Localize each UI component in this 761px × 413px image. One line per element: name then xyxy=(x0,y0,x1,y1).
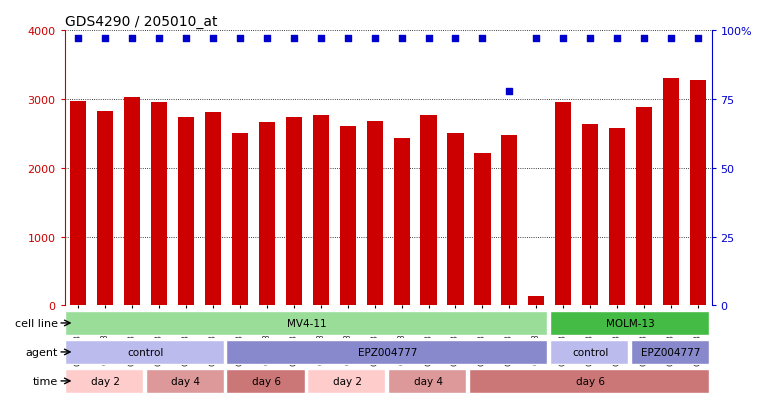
Point xyxy=(450,36,462,43)
Bar xyxy=(65,340,224,364)
Point xyxy=(396,36,408,43)
Text: day 4: day 4 xyxy=(414,376,443,386)
Point xyxy=(126,36,139,43)
Point xyxy=(99,36,111,43)
Bar xyxy=(631,340,708,364)
Bar xyxy=(227,369,304,393)
Point xyxy=(530,36,543,43)
Text: control: control xyxy=(572,347,609,357)
Text: GDS4290 / 205010_at: GDS4290 / 205010_at xyxy=(65,14,217,28)
Point xyxy=(288,36,300,43)
Bar xyxy=(367,121,383,306)
Bar xyxy=(339,126,356,306)
Bar xyxy=(528,297,544,306)
Point xyxy=(72,36,84,43)
Text: day 2: day 2 xyxy=(91,376,119,386)
Point xyxy=(207,36,219,43)
Text: cell line: cell line xyxy=(15,318,59,328)
Point xyxy=(692,36,704,43)
Bar xyxy=(663,78,679,306)
Point xyxy=(476,36,489,43)
Point xyxy=(261,36,273,43)
Bar xyxy=(232,134,248,306)
Point xyxy=(557,36,569,43)
Text: MOLM-13: MOLM-13 xyxy=(607,318,655,328)
Bar xyxy=(582,124,598,306)
Point xyxy=(180,36,192,43)
Point xyxy=(153,36,165,43)
Point xyxy=(584,36,597,43)
Point xyxy=(342,36,354,43)
Bar xyxy=(690,81,706,306)
Bar xyxy=(285,118,302,306)
Bar xyxy=(447,134,463,306)
Text: EPZ004777: EPZ004777 xyxy=(642,347,701,357)
Bar xyxy=(313,116,329,306)
Text: EPZ004777: EPZ004777 xyxy=(358,347,418,357)
Bar xyxy=(307,369,385,393)
Bar xyxy=(65,369,143,393)
Text: day 6: day 6 xyxy=(576,376,605,386)
Bar xyxy=(550,340,628,364)
Text: time: time xyxy=(33,376,59,386)
Point xyxy=(314,36,326,43)
Bar xyxy=(388,369,466,393)
Bar xyxy=(145,369,224,393)
Bar xyxy=(124,97,140,306)
Bar xyxy=(205,113,221,306)
Bar xyxy=(259,123,275,306)
Point xyxy=(368,36,380,43)
Bar xyxy=(97,112,113,306)
Point xyxy=(611,36,623,43)
Bar xyxy=(550,311,708,335)
Bar xyxy=(636,108,652,306)
Bar xyxy=(556,102,572,306)
Bar xyxy=(65,311,547,335)
Bar xyxy=(151,102,167,306)
Point xyxy=(422,36,435,43)
Text: agent: agent xyxy=(26,347,59,357)
Point xyxy=(638,36,650,43)
Point xyxy=(234,36,246,43)
Bar xyxy=(501,136,517,306)
Text: MV4-11: MV4-11 xyxy=(288,318,327,328)
Bar xyxy=(227,340,547,364)
Point xyxy=(665,36,677,43)
Bar xyxy=(178,118,194,306)
Bar xyxy=(474,153,491,306)
Text: day 4: day 4 xyxy=(171,376,200,386)
Bar xyxy=(70,102,86,306)
Text: control: control xyxy=(127,347,164,357)
Text: day 2: day 2 xyxy=(333,376,362,386)
Point xyxy=(503,88,515,95)
Bar xyxy=(609,129,626,306)
Bar xyxy=(421,116,437,306)
Bar xyxy=(469,369,708,393)
Text: day 6: day 6 xyxy=(253,376,282,386)
Bar xyxy=(393,139,409,306)
